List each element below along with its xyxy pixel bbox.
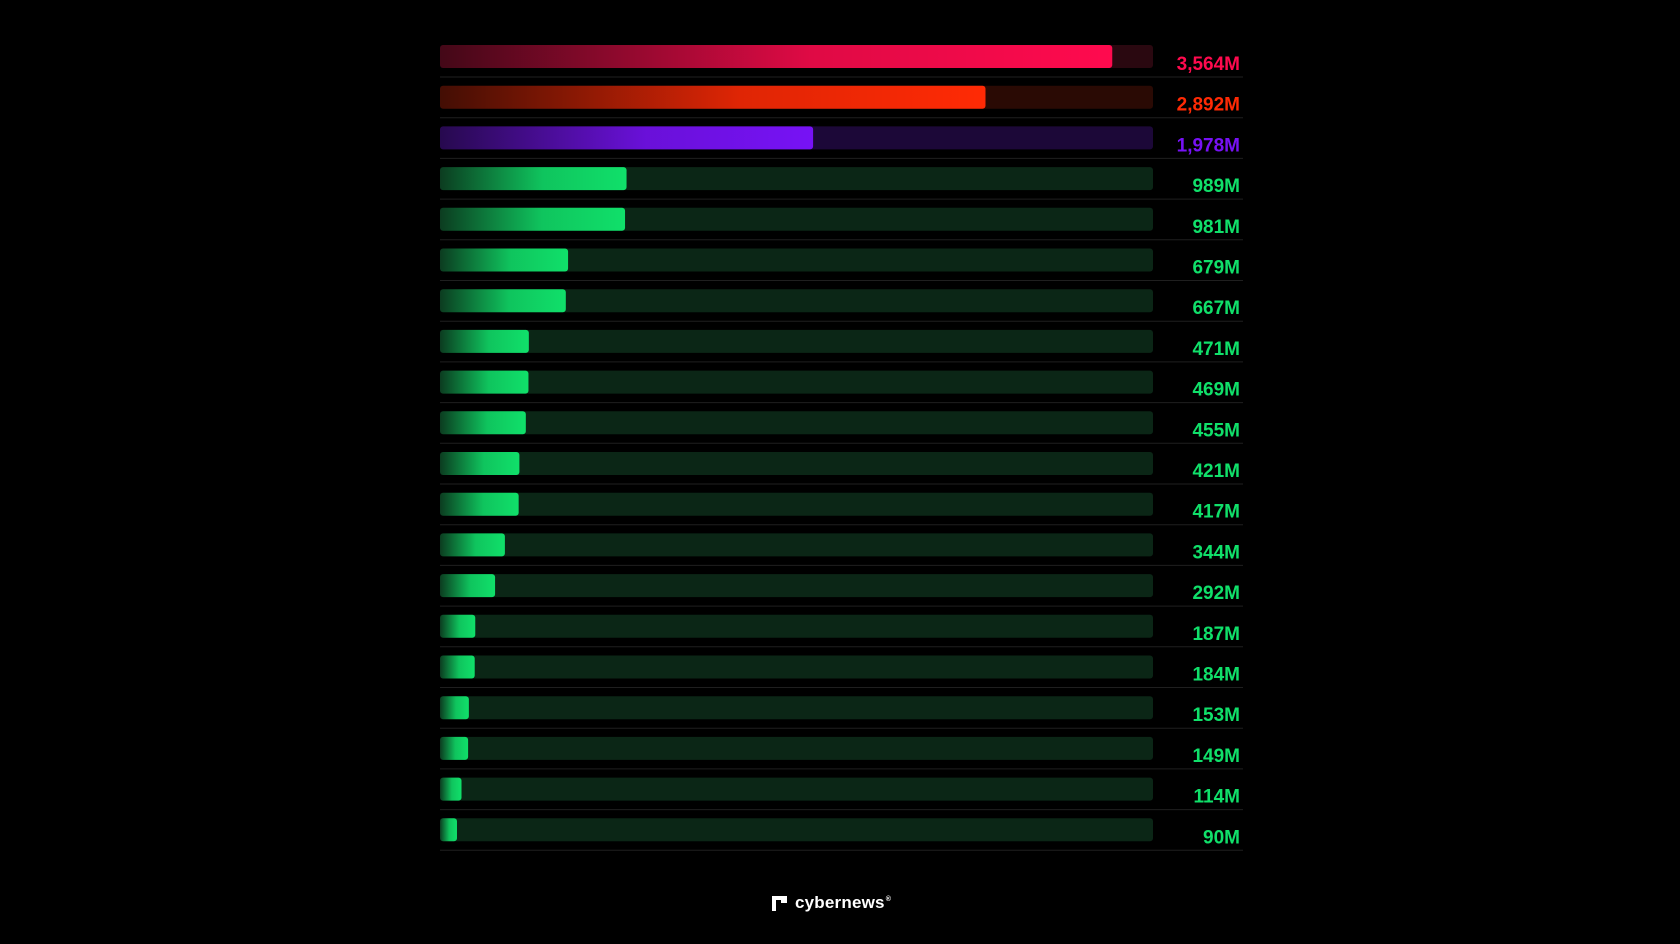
logo-registered-mark: ® (885, 896, 892, 904)
bar-value-label: 114M (1194, 787, 1240, 808)
bar (440, 411, 526, 435)
bar-value-label: 455M (1192, 420, 1240, 441)
bar (440, 85, 986, 109)
bar (440, 614, 476, 638)
bar (440, 574, 496, 598)
bar-track (440, 492, 1153, 516)
bar-value-label: 1,978M (1177, 135, 1240, 156)
bar (440, 818, 457, 842)
bar-value-label: 989M (1192, 176, 1240, 197)
bar-value-label: 187M (1192, 624, 1240, 645)
bar (440, 167, 627, 191)
bar (440, 655, 475, 679)
bars-layer: 3,564M 2,892M 1,978M 989M 981M 679M 667M 471M 46… (440, 45, 1243, 851)
bar-value-label: 344M (1192, 542, 1240, 563)
bar-value-label: 149M (1192, 746, 1240, 767)
bar-value-label: 90M (1203, 827, 1240, 848)
bar (440, 452, 520, 475)
bar-value-label: 981M (1192, 217, 1240, 238)
bar (440, 329, 529, 353)
bar (440, 696, 469, 720)
bar (440, 126, 814, 150)
bar-track (440, 614, 1153, 638)
bar-track (440, 696, 1153, 720)
cybernews-logo-icon (772, 895, 787, 911)
bar-track (440, 777, 1153, 801)
bar (440, 370, 529, 394)
bar-track (440, 411, 1153, 435)
bar (440, 248, 569, 272)
bar-value-label: 679M (1192, 258, 1240, 279)
bar-track (440, 736, 1153, 760)
bar-value-label: 184M (1192, 665, 1240, 686)
bar-track (440, 533, 1153, 557)
bar-track (440, 574, 1153, 598)
bar-track (440, 329, 1153, 353)
bar-value-label: 3,564M (1177, 54, 1240, 75)
bar (440, 492, 519, 516)
bar-track (440, 818, 1153, 842)
bar-track (440, 289, 1153, 313)
bar-track (440, 248, 1153, 272)
cybernews-logo: cybernews® (772, 893, 891, 913)
logo-text: cybernews (795, 893, 885, 912)
bar-value-label: 153M (1192, 705, 1240, 726)
bar-value-label: 292M (1192, 583, 1240, 604)
bar (440, 207, 626, 231)
bar-value-label: 667M (1192, 298, 1240, 319)
bar (440, 45, 1113, 68)
bar-value-label: 469M (1192, 380, 1240, 401)
bar-track (440, 370, 1153, 394)
bar (440, 289, 566, 313)
bar (440, 533, 505, 557)
bar (440, 736, 469, 760)
bar-value-label: 471M (1192, 339, 1240, 360)
bar-track (440, 452, 1153, 475)
bar-value-label: 2,892M (1177, 95, 1240, 116)
bar-track (440, 655, 1153, 679)
bar-value-label: 417M (1192, 502, 1240, 523)
bar-value-label: 421M (1192, 461, 1240, 482)
bar (440, 777, 462, 801)
